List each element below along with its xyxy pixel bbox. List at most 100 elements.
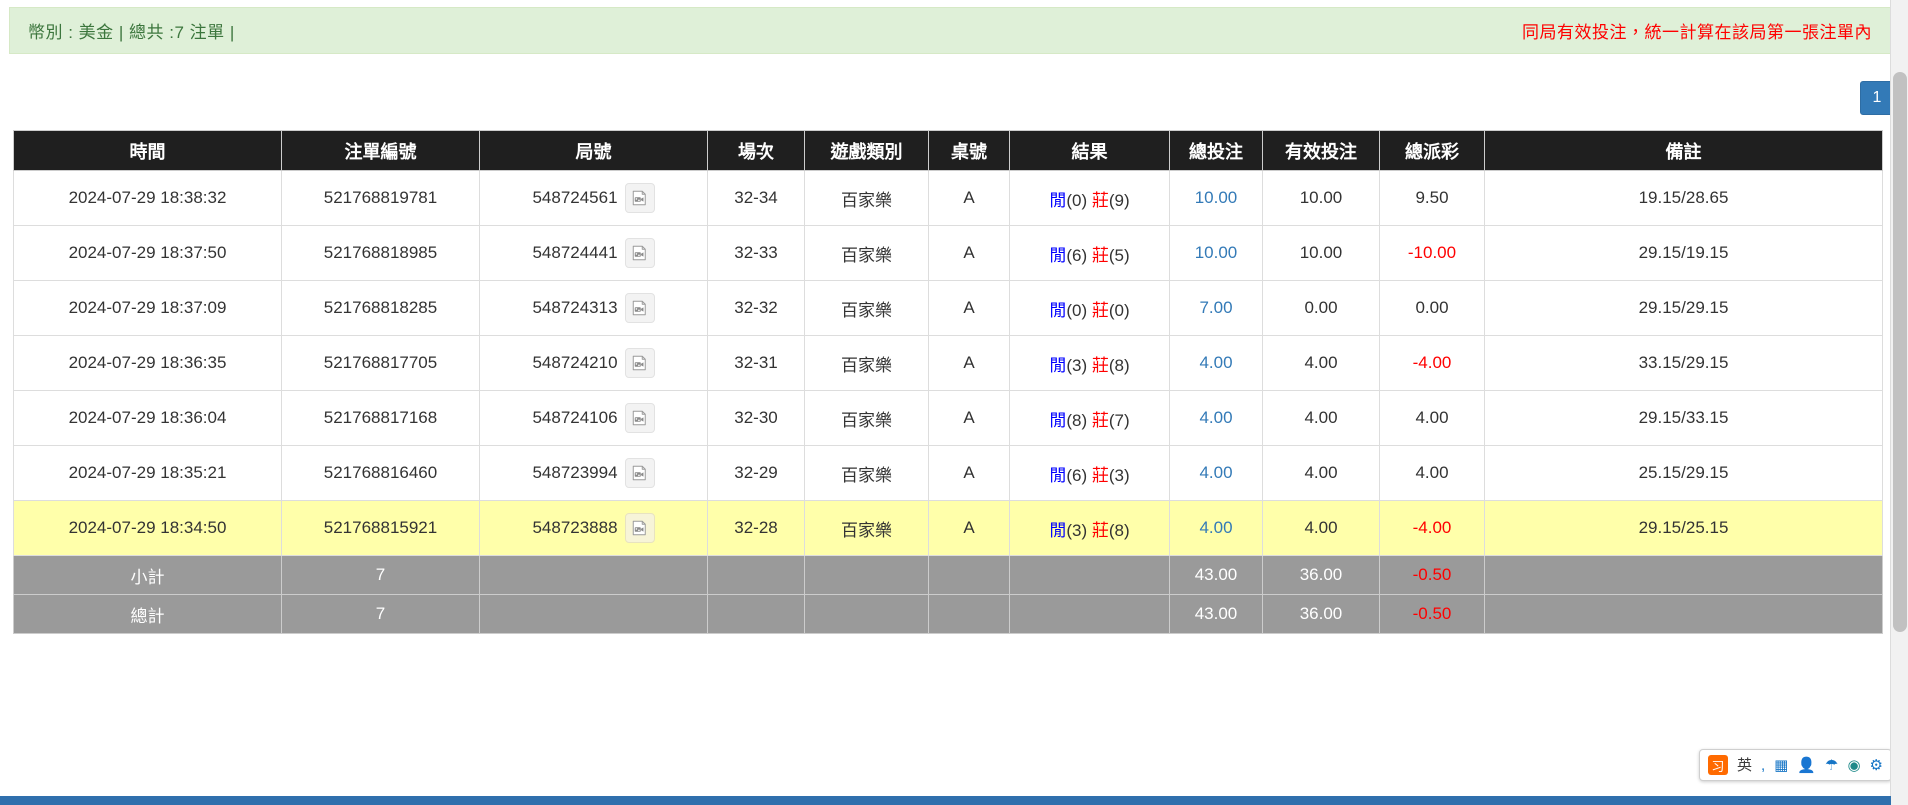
grandtotal-blank-session xyxy=(707,594,805,634)
result-banker-label: 莊 xyxy=(1091,245,1109,265)
video-replay-icon[interactable] xyxy=(624,403,655,433)
ime-language-toggle[interactable]: 英 xyxy=(1736,756,1752,774)
punctuation-icon[interactable]: , xyxy=(1760,756,1766,774)
cell-game-type: 百家樂 xyxy=(804,225,929,281)
cell-session: 32-34 xyxy=(707,170,805,226)
result-player-label: 閒 xyxy=(1049,465,1067,485)
cell-time: 2024-07-29 18:34:50 xyxy=(13,500,282,556)
pagination-page-1[interactable]: 1 xyxy=(1860,81,1894,115)
bet-records-table: 時間 注單編號 局號 場次 遊戲類別 桌號 結果 總投注 有效投注 總派彩 備註… xyxy=(13,130,1883,634)
cell-remark: 19.15/28.65 xyxy=(1484,170,1883,226)
cell-payout: -10.00 xyxy=(1379,225,1485,281)
cell-round-no: 548723888 xyxy=(479,500,708,556)
table-row[interactable]: 2024-07-29 18:38:32 521768819781 548724561… xyxy=(13,170,1883,226)
result-player-value: (6) xyxy=(1066,245,1088,265)
cell-table-no: A xyxy=(928,335,1010,391)
table-row[interactable]: 2024-07-29 18:34:50 521768815921 548723888… xyxy=(13,500,1883,556)
table-row[interactable]: 2024-07-29 18:35:21 521768816460 548723994… xyxy=(13,445,1883,501)
cell-bet-no: 521768816460 xyxy=(281,445,480,501)
cell-time: 2024-07-29 18:36:35 xyxy=(13,335,282,391)
video-replay-icon[interactable] xyxy=(624,238,655,268)
cell-result: 閒(0) 莊(0) xyxy=(1009,280,1170,336)
column-header-session[interactable]: 場次 xyxy=(707,130,805,171)
cell-remark: 25.15/29.15 xyxy=(1484,445,1883,501)
cell-valid-bet: 10.00 xyxy=(1262,225,1380,281)
result-player-label: 閒 xyxy=(1049,355,1067,375)
column-header-total-bet[interactable]: 總投注 xyxy=(1169,130,1263,171)
table-row[interactable]: 2024-07-29 18:37:50 521768818985 548724441… xyxy=(13,225,1883,281)
umbrella-icon[interactable]: ☂ xyxy=(1825,756,1839,774)
round-no-text: 548724441 xyxy=(532,243,618,262)
column-header-result[interactable]: 結果 xyxy=(1009,130,1170,171)
table-row[interactable]: 2024-07-29 18:36:35 521768817705 548724210… xyxy=(13,335,1883,391)
video-replay-icon[interactable] xyxy=(624,293,655,323)
cell-table-no: A xyxy=(928,170,1010,226)
cell-session: 32-29 xyxy=(707,445,805,501)
gear-icon[interactable]: ⚙ xyxy=(1869,756,1883,774)
result-player-value: (0) xyxy=(1066,300,1088,320)
result-banker-label: 莊 xyxy=(1091,300,1109,320)
cell-game-type: 百家樂 xyxy=(804,170,929,226)
round-no-text: 548724313 xyxy=(532,298,618,317)
table-row[interactable]: 2024-07-29 18:37:09 521768818285 548724313… xyxy=(13,280,1883,336)
column-header-valid-bet[interactable]: 有效投注 xyxy=(1262,130,1380,171)
grandtotal-blank-round xyxy=(479,594,708,634)
result-banker-value: (5) xyxy=(1108,245,1130,265)
bet-records-table-wrapper: 時間 注單編號 局號 場次 遊戲類別 桌號 結果 總投注 有效投注 總派彩 備註… xyxy=(13,130,1883,634)
cell-session: 32-31 xyxy=(707,335,805,391)
cell-bet-no: 521768817168 xyxy=(281,390,480,446)
result-banker-value: (8) xyxy=(1108,520,1130,540)
keyboard-icon[interactable]: ▦ xyxy=(1774,756,1789,774)
cell-valid-bet: 4.00 xyxy=(1262,445,1380,501)
cell-valid-bet: 10.00 xyxy=(1262,170,1380,226)
grandtotal-blank-gametype xyxy=(804,594,929,634)
currency-summary-text: 幣別 : 美金 | 總共 :7 注單 | xyxy=(28,23,235,42)
result-banker-value: (7) xyxy=(1108,410,1130,430)
page-scrollbar-thumb[interactable] xyxy=(1893,72,1907,632)
subtotal-blank-remark xyxy=(1484,555,1883,595)
result-banker-label: 莊 xyxy=(1091,465,1109,485)
palette-icon[interactable]: ◉ xyxy=(1847,756,1861,774)
column-header-remark[interactable]: 備註 xyxy=(1484,130,1883,171)
cell-valid-bet: 0.00 xyxy=(1262,280,1380,336)
cell-time: 2024-07-29 18:37:50 xyxy=(13,225,282,281)
subtotal-blank-tableno xyxy=(928,555,1010,595)
round-no-text: 548723888 xyxy=(532,518,618,537)
ime-toolbar[interactable]: 习 英 , ▦ 👤 ☂ ◉ ⚙ xyxy=(1698,749,1892,781)
table-header-row: 時間 注單編號 局號 場次 遊戲類別 桌號 結果 總投注 有效投注 總派彩 備註 xyxy=(13,130,1883,171)
cell-valid-bet: 4.00 xyxy=(1262,390,1380,446)
user-icon[interactable]: 👤 xyxy=(1797,756,1816,774)
round-no-text: 548724210 xyxy=(532,353,618,372)
column-header-payout[interactable]: 總派彩 xyxy=(1379,130,1485,171)
video-replay-icon[interactable] xyxy=(624,458,655,488)
video-replay-icon[interactable] xyxy=(624,348,655,378)
column-header-bet-no[interactable]: 注單編號 xyxy=(281,130,480,171)
cell-time: 2024-07-29 18:35:21 xyxy=(13,445,282,501)
video-replay-icon[interactable] xyxy=(624,183,655,213)
valid-bet-notice-text: 同局有效投注，統一計算在該局第一張注單內 xyxy=(1522,23,1872,42)
cell-remark: 33.15/29.15 xyxy=(1484,335,1883,391)
page-scrollbar-track[interactable] xyxy=(1890,0,1908,805)
cell-payout: -4.00 xyxy=(1379,500,1485,556)
cell-payout: -4.00 xyxy=(1379,335,1485,391)
result-player-value: (8) xyxy=(1066,410,1088,430)
cell-table-no: A xyxy=(928,500,1010,556)
cell-session: 32-28 xyxy=(707,500,805,556)
table-row[interactable]: 2024-07-29 18:36:04 521768817168 548724106… xyxy=(13,390,1883,446)
video-replay-icon[interactable] xyxy=(624,513,655,543)
result-banker-value: (0) xyxy=(1108,300,1130,320)
column-header-table-no[interactable]: 桌號 xyxy=(928,130,1010,171)
cell-total-bet: 4.00 xyxy=(1169,335,1263,391)
column-header-round-no[interactable]: 局號 xyxy=(479,130,708,171)
cell-round-no: 548724441 xyxy=(479,225,708,281)
cell-table-no: A xyxy=(928,390,1010,446)
cell-result: 閒(0) 莊(9) xyxy=(1009,170,1170,226)
ime-logo-icon[interactable]: 习 xyxy=(1707,755,1728,775)
grandtotal-count: 7 xyxy=(281,594,480,634)
result-player-label: 閒 xyxy=(1049,190,1067,210)
column-header-game-type[interactable]: 遊戲類別 xyxy=(804,130,929,171)
column-header-time[interactable]: 時間 xyxy=(13,130,282,171)
cell-table-no: A xyxy=(928,280,1010,336)
subtotal-count: 7 xyxy=(281,555,480,595)
grandtotal-payout: -0.50 xyxy=(1379,594,1485,634)
